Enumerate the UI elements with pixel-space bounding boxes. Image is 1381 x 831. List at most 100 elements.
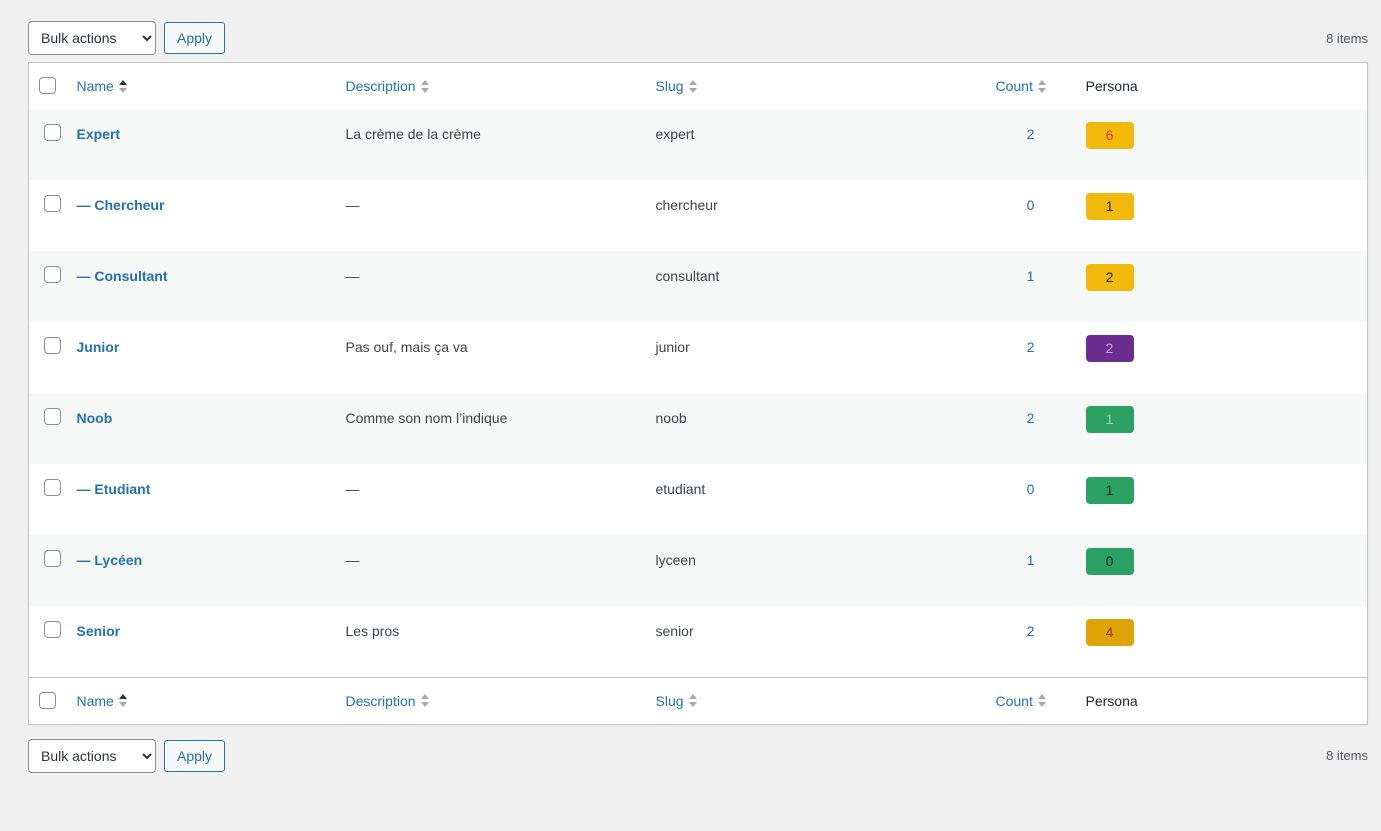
row-checkbox[interactable] <box>44 266 62 283</box>
term-count-link[interactable]: 1 <box>1026 268 1035 284</box>
term-name-link[interactable]: — Etudiant <box>76 481 151 497</box>
persona-badge: 4 <box>1085 619 1134 646</box>
column-header-name: Name <box>67 63 336 110</box>
column-header-slug: Slug <box>645 676 986 724</box>
items-count-bottom: 8 items <box>1326 748 1368 763</box>
term-slug: junior <box>655 339 690 355</box>
term-description: La crème de la crème <box>345 126 481 142</box>
apply-button-bottom[interactable]: Apply <box>164 739 226 772</box>
term-count-link[interactable]: 1 <box>1026 552 1035 568</box>
sort-arrows-icon <box>420 694 429 707</box>
column-header-persona: Persona <box>1076 63 1368 110</box>
term-name-link[interactable]: Noob <box>76 410 113 426</box>
table-row: Expert La crème de la crème expert 2 6 <box>28 109 1368 180</box>
term-count-cell: 1 <box>986 251 1076 322</box>
column-label: Name <box>76 692 114 709</box>
row-select-cell <box>29 535 67 606</box>
row-select-cell <box>29 606 67 677</box>
term-name-cell: — Lycéen <box>67 535 336 606</box>
column-label: Count <box>995 78 1033 94</box>
terms-list-page: Bulk actions Apply 8 items Name Descripti… <box>28 20 1368 774</box>
term-description: — <box>345 481 360 497</box>
row-checkbox[interactable] <box>44 621 62 638</box>
term-slug: expert <box>655 126 695 142</box>
row-checkbox[interactable] <box>44 195 62 212</box>
persona-cell: 1 <box>1076 464 1368 535</box>
column-header-persona: Persona <box>1075 676 1368 724</box>
term-count-link[interactable]: 2 <box>1026 126 1035 142</box>
persona-badge: 6 <box>1085 122 1134 149</box>
term-count-cell: 2 <box>986 606 1076 677</box>
term-description: — <box>345 552 360 568</box>
select-all-checkbox[interactable] <box>39 77 56 94</box>
term-name-cell: — Consultant <box>67 251 336 322</box>
row-select-cell <box>29 109 67 180</box>
table-row: Senior Les pros senior 2 4 <box>29 606 1368 677</box>
column-header-description: Description <box>336 63 646 110</box>
column-header-count: Count <box>986 63 1076 110</box>
row-checkbox[interactable] <box>44 479 62 496</box>
sort-description-link-top[interactable]: Description <box>346 75 429 97</box>
column-label: Count <box>995 692 1033 709</box>
sort-count-link-bottom[interactable]: Count <box>996 690 1046 712</box>
column-label: Persona <box>1085 78 1138 94</box>
term-name-link[interactable]: — Chercheur <box>76 197 165 213</box>
column-label: Name <box>76 78 114 94</box>
term-count-link[interactable]: 2 <box>1026 410 1035 426</box>
row-checkbox[interactable] <box>44 124 62 141</box>
column-header-count: Count <box>985 676 1076 724</box>
persona-cell: 1 <box>1076 180 1368 251</box>
sort-slug-link-bottom[interactable]: Slug <box>656 690 697 712</box>
bulk-actions-select-bottom[interactable]: Bulk actions <box>28 738 156 773</box>
term-name-cell: Junior <box>67 322 336 393</box>
row-checkbox[interactable] <box>44 550 62 567</box>
items-count: 8 items <box>1326 30 1368 46</box>
row-select-cell <box>29 322 67 393</box>
bulk-actions-select[interactable]: Bulk actions <box>28 21 156 55</box>
table-row: Noob Comme son nom l’indique noob 2 1 <box>28 393 1368 464</box>
term-count-cell: 2 <box>986 393 1076 464</box>
term-name-link[interactable]: Junior <box>76 339 120 355</box>
sort-slug-link-top[interactable]: Slug <box>656 75 697 97</box>
term-description: Comme son nom l’indique <box>345 410 508 426</box>
term-name-link[interactable]: — Lycéen <box>76 552 143 568</box>
term-name-cell: Expert <box>67 109 336 180</box>
select-all-checkbox[interactable] <box>39 691 56 709</box>
term-count-cell: 2 <box>986 109 1076 180</box>
term-count-link[interactable]: 0 <box>1026 197 1035 213</box>
column-label: Slug <box>655 692 684 709</box>
term-count-link[interactable]: 2 <box>1026 339 1035 355</box>
row-select-cell <box>29 251 67 322</box>
term-name-link[interactable]: — Consultant <box>76 268 168 284</box>
apply-button[interactable]: Apply <box>164 22 226 54</box>
persona-cell: 2 <box>1076 251 1368 322</box>
tablenav-top: Bulk actions Apply 8 items <box>28 20 1368 56</box>
persona-badge: 1 <box>1085 406 1134 433</box>
sort-count-link-top[interactable]: Count <box>996 75 1046 97</box>
tablenav-bottom: Bulk actions Apply 8 items <box>28 738 1368 774</box>
term-slug: consultant <box>655 268 720 284</box>
sort-arrows-icon <box>1037 79 1046 93</box>
table-row: — Etudiant — etudiant 0 1 <box>29 464 1368 535</box>
row-checkbox[interactable] <box>44 408 62 425</box>
sort-name-link-top[interactable]: Name <box>77 75 127 97</box>
persona-cell: 6 <box>1076 109 1368 180</box>
sort-arrows-icon <box>688 694 697 707</box>
term-slug: etudiant <box>655 481 706 497</box>
sort-arrows-icon <box>420 79 429 93</box>
row-checkbox[interactable] <box>44 337 62 354</box>
sort-name-link-bottom[interactable]: Name <box>77 690 127 712</box>
sort-arrows-icon <box>688 79 697 93</box>
term-slug: noob <box>655 410 687 426</box>
column-label: Persona <box>1085 692 1138 709</box>
term-name-cell: — Etudiant <box>67 464 336 535</box>
term-count-cell: 0 <box>986 464 1076 535</box>
term-count-link[interactable]: 0 <box>1026 481 1035 497</box>
sort-description-link-bottom[interactable]: Description <box>346 690 429 712</box>
term-slug: senior <box>655 623 694 639</box>
term-count-link[interactable]: 2 <box>1026 623 1035 639</box>
column-label: Description <box>345 692 416 709</box>
term-description: Les pros <box>345 623 400 639</box>
term-name-link[interactable]: Expert <box>76 126 121 142</box>
term-name-link[interactable]: Senior <box>76 623 121 639</box>
